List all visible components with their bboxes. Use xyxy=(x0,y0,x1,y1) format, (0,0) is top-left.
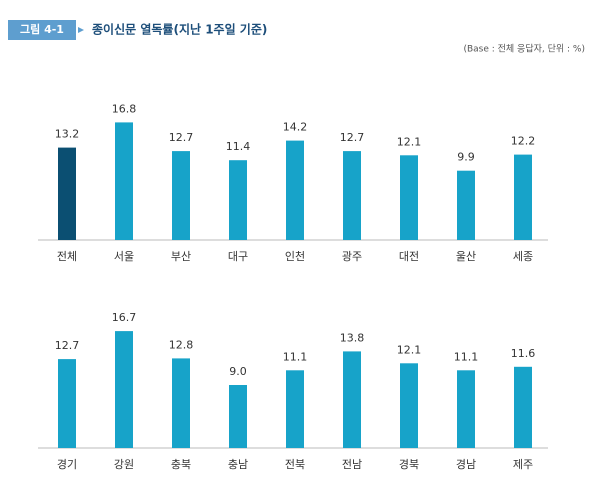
value-label: 14.2 xyxy=(283,121,308,134)
x-tick-label: 경북 xyxy=(399,458,419,471)
x-tick-label: 세종 xyxy=(513,250,533,263)
arrow xyxy=(78,27,84,33)
value-label: 13.2 xyxy=(55,128,80,141)
bar xyxy=(115,331,133,448)
value-label: 12.7 xyxy=(169,131,194,144)
figure-label: 그림 4-1 xyxy=(20,23,64,36)
value-label: 11.1 xyxy=(454,350,479,363)
value-label: 12.8 xyxy=(169,338,194,351)
value-label: 12.1 xyxy=(397,343,422,356)
x-tick-label: 인천 xyxy=(285,249,305,263)
x-tick-label: 제주 xyxy=(513,458,533,471)
x-tick-label: 대전 xyxy=(399,250,419,263)
bar xyxy=(400,363,418,448)
bar xyxy=(400,155,418,240)
x-tick-label: 경남 xyxy=(456,458,476,471)
x-tick-label: 전남 xyxy=(342,458,362,471)
x-tick-label: 서울 xyxy=(114,250,134,263)
value-label: 12.7 xyxy=(340,131,365,144)
x-tick-label: 광주 xyxy=(342,250,362,263)
bar xyxy=(343,151,361,240)
x-tick-label: 부산 xyxy=(171,250,191,263)
bar xyxy=(172,358,190,448)
bar xyxy=(286,370,304,448)
value-label: 9.9 xyxy=(457,151,475,164)
figure-label-box xyxy=(8,20,76,40)
bar xyxy=(343,351,361,448)
value-label: 12.2 xyxy=(511,135,536,148)
x-tick-label: 대구 xyxy=(228,250,248,263)
value-label: 11.1 xyxy=(283,350,308,363)
chart-title: 종이신문 열독률(지난 1주일 기준) xyxy=(92,22,267,37)
bar xyxy=(172,151,190,240)
value-label: 11.4 xyxy=(226,140,251,153)
value-label: 11.6 xyxy=(511,347,536,360)
note: (Base : 전체 응답자, 단위 : %) xyxy=(463,43,585,55)
bar xyxy=(58,147,76,240)
bar xyxy=(514,154,532,240)
value-label: 12.1 xyxy=(397,135,422,148)
bar xyxy=(229,385,247,448)
x-tick-label: 전북 xyxy=(285,458,305,471)
x-tick-label: 충남 xyxy=(228,458,248,471)
bar xyxy=(286,140,304,240)
bar xyxy=(229,160,247,240)
bar xyxy=(58,359,76,448)
x-tick-label: 전체 xyxy=(57,250,77,263)
value-label: 16.7 xyxy=(112,311,137,324)
x-tick-label: 경기 xyxy=(57,458,77,471)
x-tick-label: 충북 xyxy=(171,458,191,471)
bar xyxy=(514,366,532,448)
value-label: 9.0 xyxy=(229,365,247,378)
bar xyxy=(457,370,475,448)
value-label: 12.7 xyxy=(55,339,80,352)
bar xyxy=(457,170,475,240)
x-tick-label: 강원 xyxy=(114,458,134,471)
bar xyxy=(115,122,133,240)
x-tick-label: 울산 xyxy=(456,250,476,263)
value-label: 13.8 xyxy=(340,331,365,344)
value-label: 16.8 xyxy=(112,102,137,115)
